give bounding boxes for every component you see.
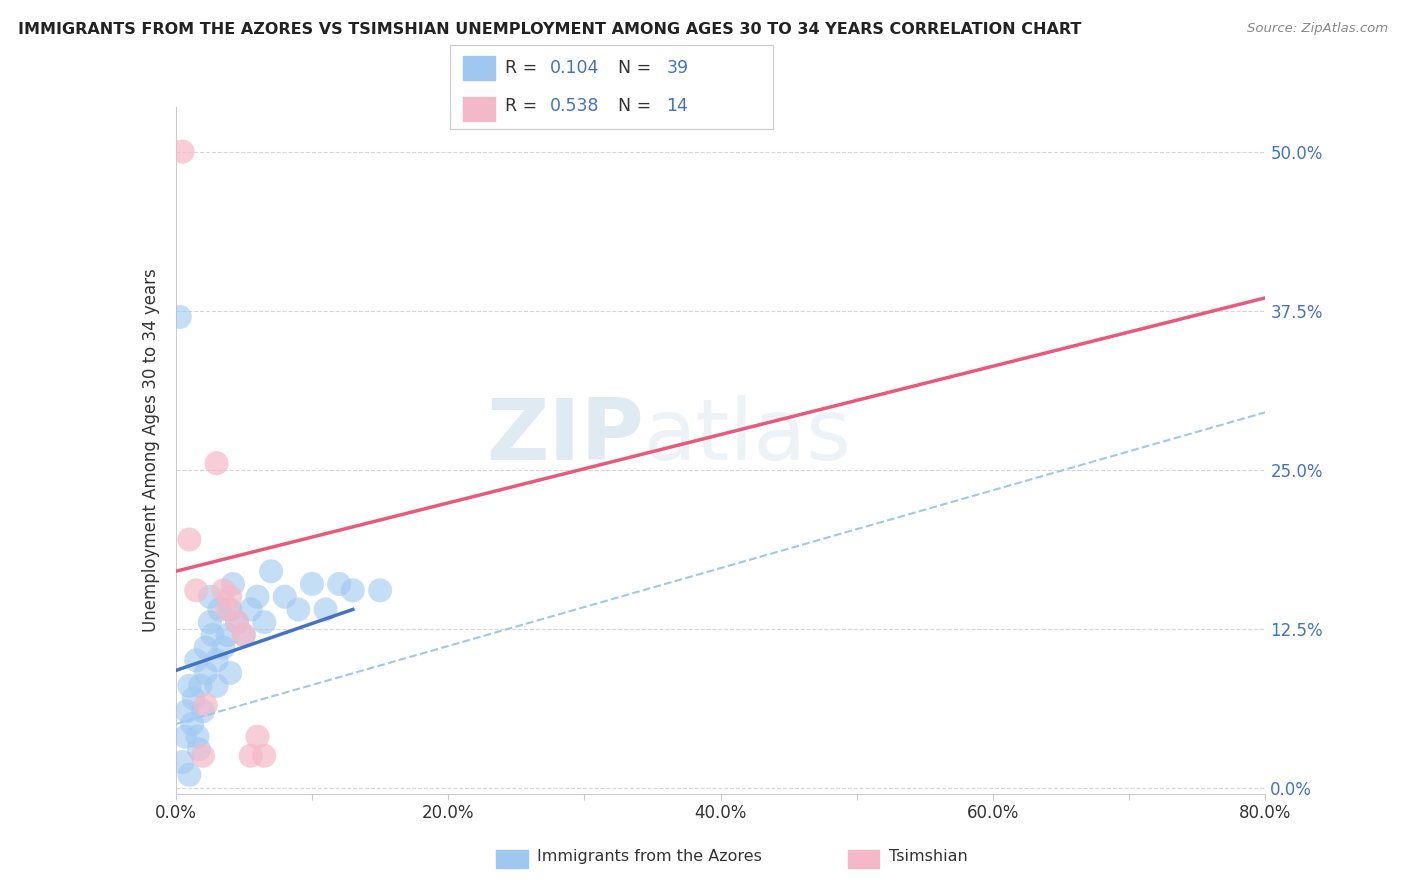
Point (181, 717, 204, 731)
Point (328, 577, 350, 591)
Point (342, 583, 364, 598)
Point (287, 602, 309, 616)
Text: R =: R = (505, 60, 543, 78)
Point (212, 640, 235, 655)
Text: IMMIGRANTS FROM THE AZORES VS TSIMSHIAN UNEMPLOYMENT AMONG AGES 30 TO 34 YEARS C: IMMIGRANTS FROM THE AZORES VS TSIMSHIAN … (18, 22, 1081, 37)
Point (179, 533, 201, 547)
Point (274, 590, 297, 604)
Text: R =: R = (505, 96, 543, 114)
Point (174, 730, 197, 744)
Point (194, 666, 217, 681)
Text: atlas: atlas (644, 395, 852, 478)
Point (226, 615, 249, 630)
Text: Source: ZipAtlas.com: Source: ZipAtlas.com (1247, 22, 1388, 36)
Text: 39: 39 (666, 60, 689, 78)
Point (212, 583, 235, 598)
Text: 0.538: 0.538 (550, 96, 600, 114)
Point (253, 748, 276, 763)
FancyBboxPatch shape (463, 97, 495, 120)
Point (201, 628, 224, 642)
Point (179, 768, 201, 782)
Point (239, 748, 262, 763)
Point (232, 628, 254, 642)
Point (188, 679, 211, 693)
Y-axis label: Unemployment Among Ages 30 to 34 years: Unemployment Among Ages 30 to 34 years (142, 268, 160, 632)
Point (219, 602, 242, 616)
Point (239, 602, 262, 616)
FancyBboxPatch shape (496, 849, 527, 869)
Point (205, 653, 228, 667)
Point (217, 602, 239, 616)
Point (186, 730, 209, 744)
Text: Immigrants from the Azores: Immigrants from the Azores (537, 849, 762, 863)
Point (191, 704, 214, 718)
Point (198, 590, 221, 604)
Point (205, 456, 228, 470)
Text: 14: 14 (666, 96, 689, 114)
Point (208, 602, 231, 616)
Point (183, 691, 205, 706)
Point (246, 730, 269, 744)
Point (186, 583, 208, 598)
Text: N =: N = (619, 96, 657, 114)
FancyBboxPatch shape (463, 56, 495, 80)
Point (176, 704, 198, 718)
Point (187, 742, 209, 756)
Point (172, 755, 194, 769)
FancyBboxPatch shape (848, 849, 879, 869)
Text: ZIP: ZIP (486, 395, 644, 478)
Point (246, 590, 269, 604)
Point (232, 628, 254, 642)
Point (222, 577, 245, 591)
Point (172, 145, 194, 159)
Point (260, 564, 283, 578)
Point (194, 698, 217, 712)
Point (169, 310, 191, 324)
Point (226, 615, 249, 630)
Point (186, 653, 208, 667)
Text: Tsimshian: Tsimshian (889, 849, 967, 863)
Point (368, 583, 391, 598)
Point (205, 679, 228, 693)
Point (253, 615, 276, 630)
Point (179, 679, 201, 693)
Point (219, 590, 242, 604)
Point (219, 666, 242, 681)
Point (315, 602, 337, 616)
Point (301, 577, 323, 591)
Point (194, 640, 217, 655)
Point (191, 748, 214, 763)
Point (198, 615, 221, 630)
Text: N =: N = (619, 60, 657, 78)
Text: 0.104: 0.104 (550, 60, 599, 78)
Point (217, 628, 239, 642)
